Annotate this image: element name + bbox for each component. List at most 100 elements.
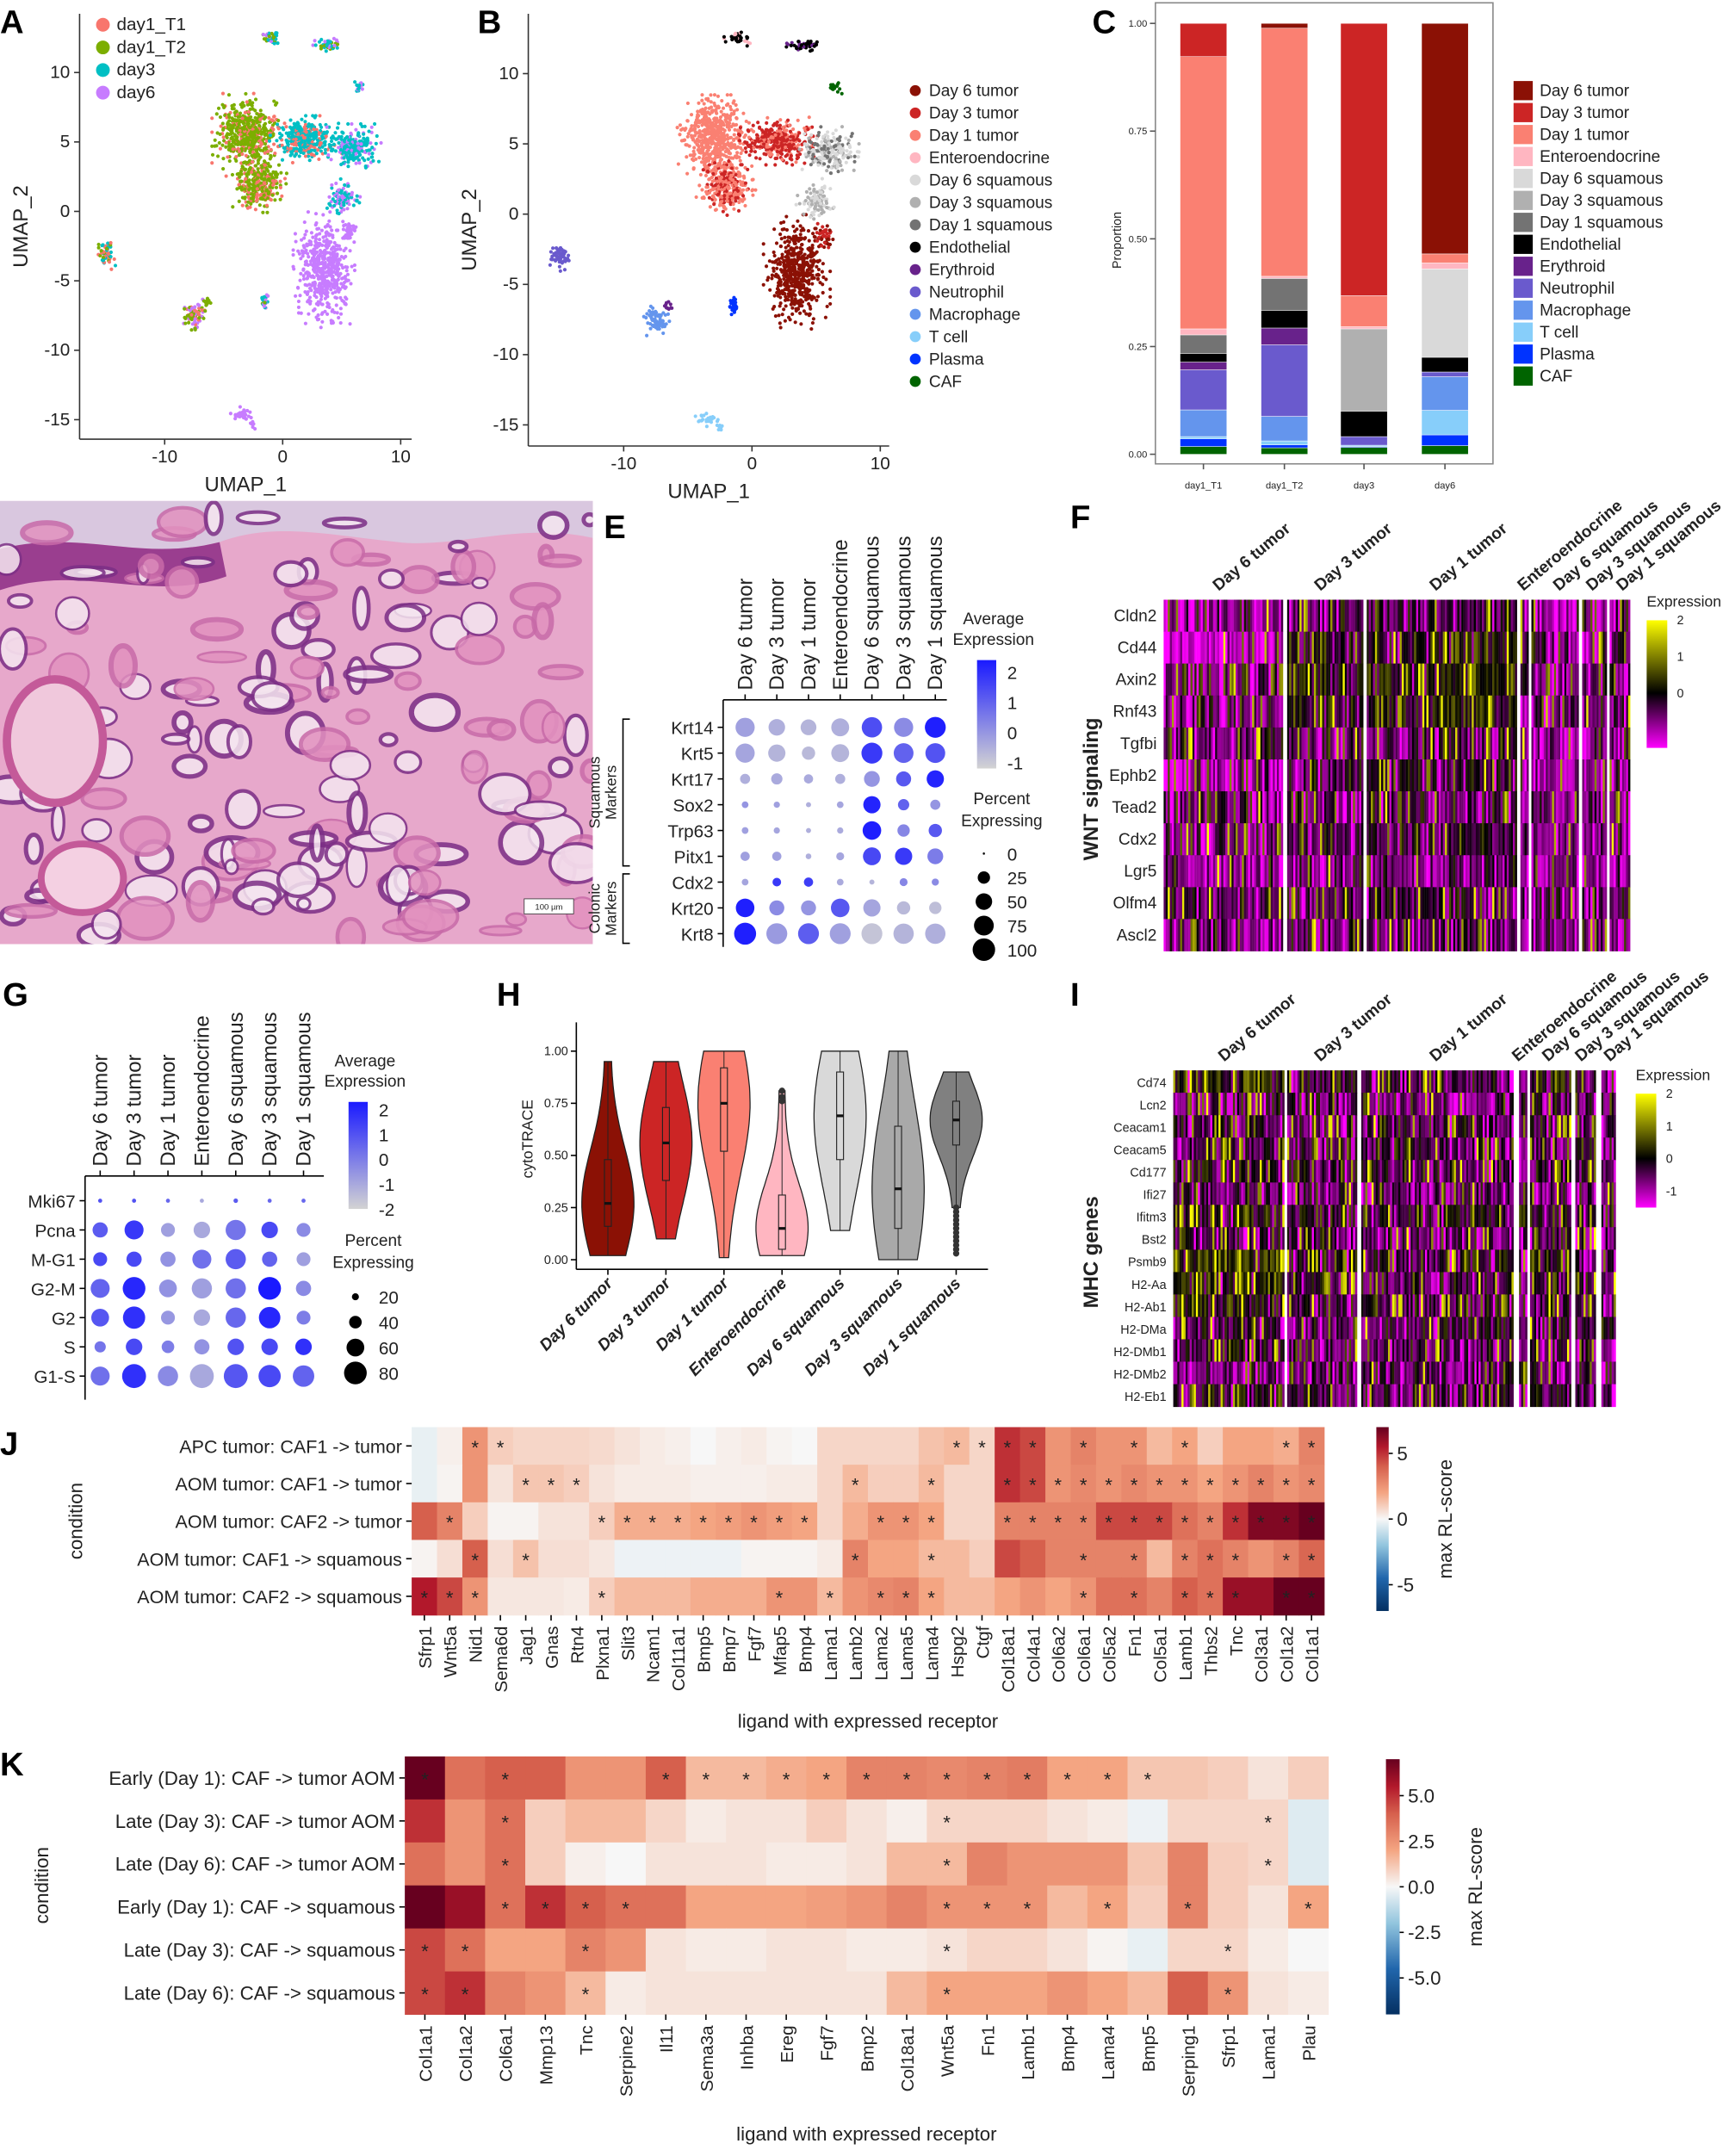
umap-point [793, 242, 796, 245]
umap-point [318, 238, 321, 241]
umap-point [706, 170, 710, 173]
umap-point [732, 300, 735, 303]
umap-point [342, 257, 345, 260]
panel-label: B [478, 3, 502, 40]
umap-point [239, 102, 243, 106]
umap-point [820, 238, 823, 241]
umap-point [820, 190, 823, 194]
umap-point [806, 127, 809, 131]
umap-point [324, 152, 327, 155]
umap-point [253, 185, 257, 189]
umap-point [809, 272, 812, 276]
bar-segment [1181, 410, 1227, 437]
umap-point [242, 408, 245, 412]
umap-point [716, 180, 719, 183]
umap-point [300, 239, 303, 242]
umap-point [109, 268, 113, 271]
umap-point [335, 244, 338, 247]
umap-point [263, 194, 266, 197]
umap-point [852, 160, 856, 164]
umap-point [354, 162, 357, 165]
umap-point [808, 115, 811, 119]
umap-point [257, 124, 261, 127]
umap-point [703, 159, 706, 163]
umap-point [302, 244, 306, 247]
umap-point [109, 241, 113, 245]
umap-point [800, 283, 803, 287]
umap-point [346, 122, 350, 126]
umap-point [227, 115, 231, 119]
umap-point [219, 115, 222, 119]
umap-point [795, 46, 798, 50]
umap-point [826, 155, 829, 158]
bar-segment [1261, 328, 1308, 345]
umap-point [734, 39, 738, 42]
umap-point [309, 259, 313, 263]
bar-segment [1341, 326, 1387, 329]
umap-point [310, 133, 313, 136]
umap-point [790, 307, 794, 310]
gland [565, 716, 587, 755]
umap-point [795, 282, 798, 286]
umap-point [225, 174, 228, 177]
umap-point [770, 276, 773, 280]
umap-point [350, 193, 354, 196]
umap-point [809, 49, 812, 53]
umap-point [363, 141, 366, 145]
umap-point [703, 137, 707, 140]
umap-point [320, 320, 324, 324]
umap-point [336, 127, 339, 130]
umap-point [781, 255, 784, 258]
umap-point [706, 110, 710, 114]
bar-segment [1341, 23, 1387, 295]
umap-point [338, 288, 341, 291]
umap-point [354, 139, 357, 143]
umap-point [710, 121, 714, 125]
umap-point [352, 240, 356, 244]
bar-segment [1181, 362, 1227, 369]
umap-point [288, 153, 292, 157]
umap-point [338, 296, 342, 300]
umap-point [725, 214, 728, 217]
umap-point [337, 195, 340, 198]
umap-point [824, 200, 827, 203]
umap-point [648, 314, 652, 318]
umap-point [784, 146, 787, 149]
umap-point [713, 161, 716, 164]
umap-point [828, 187, 832, 190]
umap-point [826, 134, 829, 138]
umap-point [273, 152, 276, 155]
umap-point [347, 184, 350, 188]
x-tick-label: day6 [1435, 480, 1455, 491]
umap-point [107, 252, 110, 256]
umap-point [313, 254, 316, 257]
umap-point [283, 177, 287, 180]
umap-point [319, 123, 322, 127]
umap-point [813, 207, 816, 210]
umap-point [330, 139, 333, 143]
legend-swatch [1514, 323, 1533, 342]
umap-point [325, 224, 329, 227]
umap-point [752, 130, 755, 133]
umap-point [803, 202, 806, 206]
umap-point [794, 294, 797, 297]
umap-point [193, 305, 196, 308]
umap-point [722, 194, 726, 197]
umap-point [307, 282, 311, 286]
umap-point [336, 259, 339, 263]
umap-point [773, 163, 777, 166]
umap-point [661, 331, 665, 335]
umap-point [720, 165, 723, 169]
legend-swatch [1514, 300, 1533, 319]
umap-point [686, 102, 690, 105]
umap-point [263, 170, 266, 173]
umap-point [729, 163, 733, 166]
umap-point [240, 188, 244, 191]
umap-point [247, 415, 251, 418]
umap-point [718, 155, 722, 158]
umap-point [254, 164, 257, 168]
umap-point [699, 173, 703, 177]
umap-point [233, 413, 237, 417]
umap-point [242, 121, 245, 125]
umap-point [774, 157, 778, 160]
